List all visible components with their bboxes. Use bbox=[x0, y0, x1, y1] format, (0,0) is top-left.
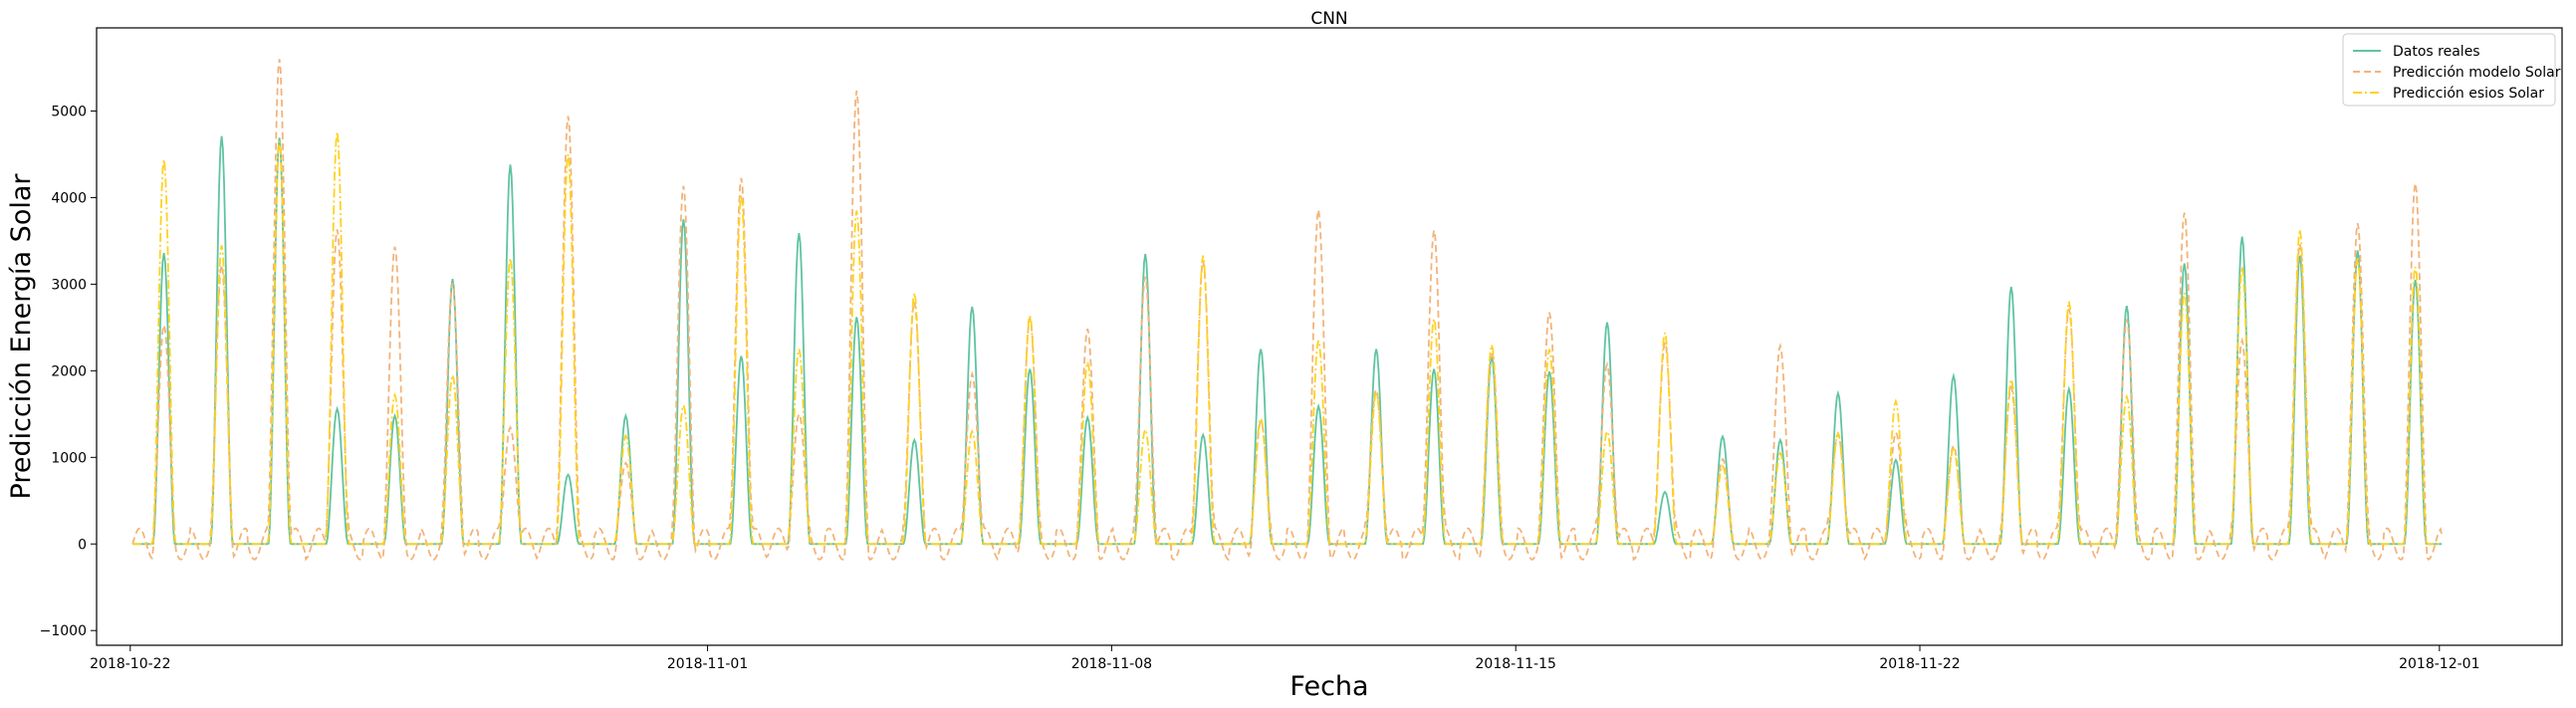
series-line-3 bbox=[132, 131, 2443, 546]
x-tick-label: 2018-11-15 bbox=[1476, 656, 1556, 672]
x-axis: 2018-10-22 2018-11-01 2018-11-08 2018-11-15… bbox=[90, 645, 2479, 672]
x-tick-label: 2018-11-08 bbox=[1071, 656, 1152, 672]
plot-area bbox=[131, 59, 2444, 562]
x-axis-label: Fecha bbox=[1289, 671, 1368, 702]
x-tick-label: 2018-11-01 bbox=[667, 656, 748, 672]
y-tick-label: 2000 bbox=[51, 363, 87, 379]
series-line-1 bbox=[132, 135, 2443, 546]
y-tick-label: 5000 bbox=[51, 104, 87, 119]
y-axis-label: Predicción Energía Solar bbox=[6, 173, 37, 500]
legend-label: Predicción modelo Solar bbox=[2393, 65, 2561, 81]
y-axis: −1000 0 1000 2000 3000 4000 5000 bbox=[40, 104, 97, 639]
series-line-2 bbox=[131, 59, 2444, 562]
chart-title: CNN bbox=[1310, 9, 1347, 29]
y-tick-label: −1000 bbox=[40, 623, 87, 639]
y-tick-label: 1000 bbox=[51, 450, 87, 466]
x-tick-label: 2018-11-22 bbox=[1879, 656, 1960, 672]
legend-label: Predicción esios Solar bbox=[2393, 86, 2544, 102]
x-tick-label: 2018-10-22 bbox=[90, 656, 170, 672]
y-tick-label: 3000 bbox=[51, 277, 87, 293]
y-tick-label: 4000 bbox=[51, 190, 87, 206]
y-tick-label: 0 bbox=[78, 537, 87, 553]
legend-label: Datos reales bbox=[2393, 44, 2480, 60]
legend-box bbox=[2342, 33, 2556, 107]
axes-frame bbox=[96, 27, 2563, 646]
x-tick-label: 2018-12-01 bbox=[2399, 656, 2479, 672]
legend: Datos reales Predicción modelo Solar Predi… bbox=[2342, 33, 2561, 107]
